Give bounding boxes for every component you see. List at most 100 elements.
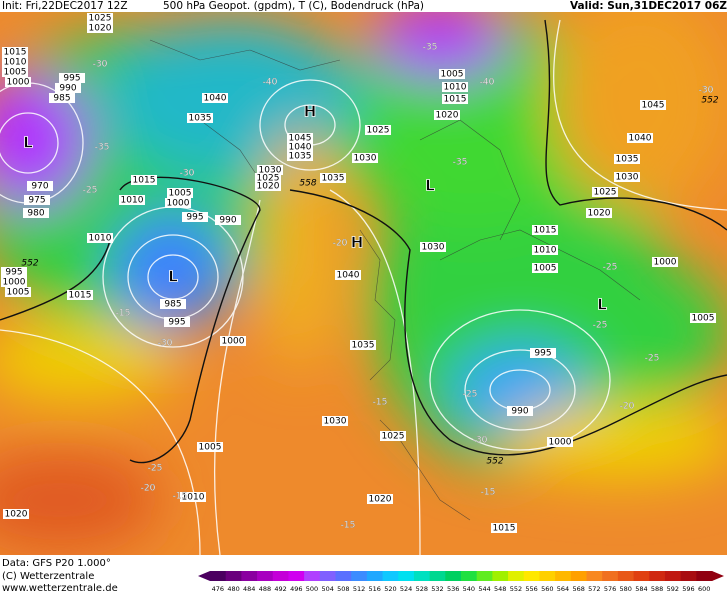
pressure-label-box <box>215 215 241 225</box>
pressure-label-box <box>1 267 27 277</box>
colorbar-label: 564 <box>557 585 569 593</box>
pressure-label-box <box>5 287 31 297</box>
pressure-label: 985 <box>53 94 70 104</box>
colorbar-segment <box>351 571 368 581</box>
colorbar-label: 588 <box>651 585 663 593</box>
temperature-label: -25 <box>463 390 478 400</box>
colorbar-label: 528 <box>416 585 428 593</box>
pressure-label-box <box>2 47 28 57</box>
temperature-label: -25 <box>603 263 618 273</box>
pressure-label-box <box>187 113 213 123</box>
colorbar-segment <box>617 571 635 581</box>
colorbar-label: 540 <box>463 585 475 593</box>
colorbar-label: 572 <box>588 585 600 593</box>
pressure-label: 1005 <box>441 70 464 80</box>
pressure-label-box <box>23 208 49 218</box>
colorbar-label: 480 <box>227 585 239 593</box>
pressure-label-box <box>67 290 93 300</box>
pressure-label: 1015 <box>493 524 516 534</box>
pressure-label-box <box>257 165 283 175</box>
pressure-label: 1005 <box>169 189 192 199</box>
pressure-label: 995 <box>5 268 22 278</box>
colorbar-label: 556 <box>525 585 537 593</box>
pressure-label: 1045 <box>642 101 665 111</box>
pressure-label-box <box>255 173 281 183</box>
colorbar-label: 584 <box>635 585 647 593</box>
pressure-label: 1035 <box>189 114 212 124</box>
temperature-label: -40 <box>480 78 495 88</box>
colorbar-segment <box>225 571 242 581</box>
pressure-label-box <box>442 82 468 92</box>
colorbar-segment <box>476 571 493 581</box>
pressure-label: 1025 <box>367 126 390 136</box>
pressure-label: 1025 <box>382 432 405 442</box>
temperature-label: -30 <box>158 339 173 349</box>
pressure-label-box <box>59 73 85 83</box>
pressure-label: 1010 <box>89 234 112 244</box>
colorbar-arrow-right <box>712 571 724 581</box>
pressure-label-box <box>287 142 313 152</box>
pressure-label: 1030 <box>259 166 282 176</box>
pressure-label-box <box>586 208 612 218</box>
pressure-label: 995 <box>534 349 551 359</box>
pressure-label-box <box>614 172 640 182</box>
height-label: 558 <box>299 179 316 189</box>
pressure-label: 1025 <box>594 188 617 198</box>
temperature-label: -35 <box>95 143 110 153</box>
pressure-label: 1010 <box>4 58 27 68</box>
pressure-label: 1030 <box>354 154 377 164</box>
pressure-label: 990 <box>511 407 528 417</box>
height-label: 552 <box>21 259 38 269</box>
colorbar: 476 480 484 488 492 496 500 504 508 512 516 520 524 5… <box>198 571 724 593</box>
pressure-label-box <box>165 198 191 208</box>
pressure-label-box <box>49 93 75 103</box>
pressure-center: L <box>597 296 607 314</box>
colorbar-label: 548 <box>494 585 506 593</box>
pressure-label: 1045 <box>289 134 312 144</box>
pressure-label: 1000 <box>549 438 572 448</box>
pressure-label-box <box>167 188 193 198</box>
colorbar-label: 484 <box>243 585 255 593</box>
height-label: 552 <box>701 96 718 106</box>
pressure-label: 1010 <box>444 83 467 93</box>
pressure-label: 980 <box>27 209 44 219</box>
pressure-label: 1010 <box>182 493 205 503</box>
temperature-label: -30 <box>180 169 195 179</box>
colorbar-segment <box>413 571 431 581</box>
header-init: Init: Fri,22DEC2017 12Z <box>2 0 128 12</box>
pressure-center: H <box>351 234 364 252</box>
header-bar <box>0 0 727 12</box>
temperature-label: -20 <box>141 484 156 494</box>
pressure-label: 1010 <box>534 246 557 256</box>
pressure-label: 1000 <box>3 278 26 288</box>
pressure-label-box <box>491 523 517 533</box>
colorbar-label: 600 <box>698 585 710 593</box>
temperature-label: -30 <box>699 86 714 96</box>
pressure-label-box <box>442 94 468 104</box>
pressure-label: 1005 <box>4 68 27 78</box>
colorbar-segment <box>335 571 352 581</box>
pressure-label-box <box>1 277 27 287</box>
pressure-label-box <box>5 77 31 87</box>
pressure-label: 995 <box>168 318 185 328</box>
colorbar-label: 576 <box>604 585 616 593</box>
pressure-label-box <box>420 242 446 252</box>
colorbar-segment <box>319 571 336 581</box>
pressure-label: 1035 <box>616 155 639 165</box>
pressure-label-box <box>365 125 391 135</box>
footer-url: www.wetterzentrale.de <box>2 583 118 593</box>
pressure-label: 1015 <box>444 95 467 105</box>
temperature-label: -20 <box>333 239 348 249</box>
colorbar-segment <box>461 571 478 581</box>
temperature-label: -35 <box>453 158 468 168</box>
pressure-label: 1020 <box>89 24 112 34</box>
pressure-label: 1000 <box>7 78 30 88</box>
pressure-label: 1005 <box>692 314 715 324</box>
pressure-label-box <box>87 23 113 33</box>
footer-copyright: (C) Wetterzentrale <box>2 571 94 582</box>
pressure-label-box <box>164 317 190 327</box>
pressure-label-box <box>119 195 145 205</box>
temperature-label: -15 <box>481 488 496 498</box>
colorbar-segment <box>288 571 305 581</box>
pressure-label: 1005 <box>7 288 30 298</box>
